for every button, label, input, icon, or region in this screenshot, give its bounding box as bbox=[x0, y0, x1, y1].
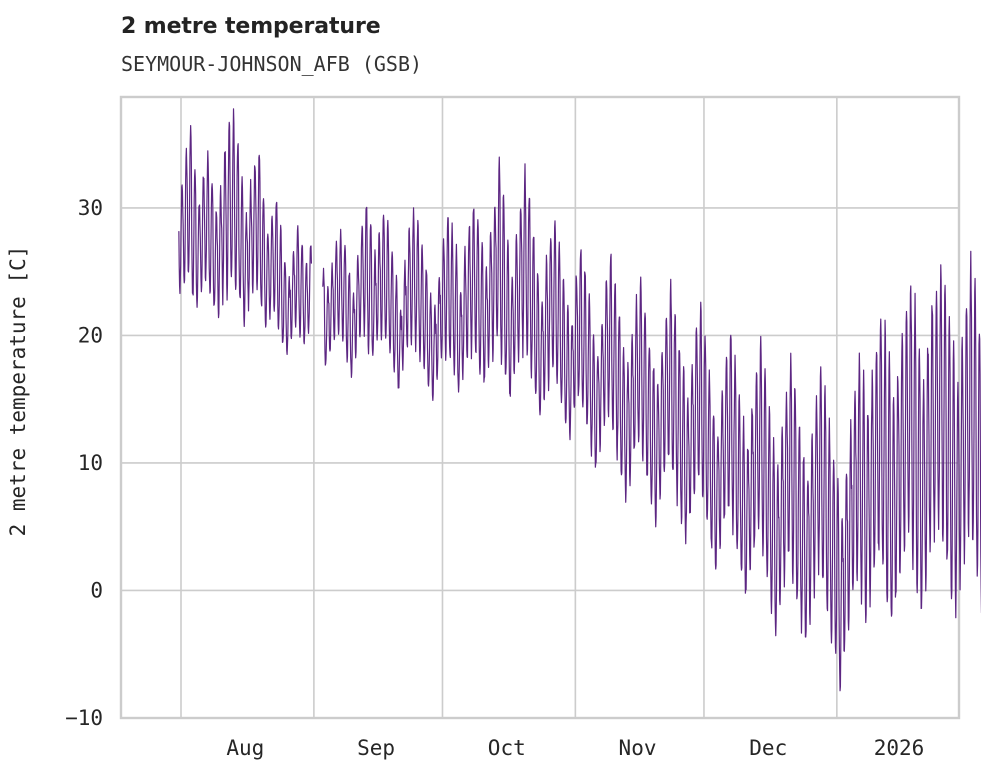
y-tick-label: 20 bbox=[78, 323, 103, 347]
x-tick-label: Oct bbox=[488, 736, 526, 760]
x-tick-label: 2026 bbox=[874, 736, 925, 760]
x-tick-label: Sep bbox=[357, 736, 395, 760]
x-tick-label: Dec bbox=[749, 736, 787, 760]
y-tick-label: 10 bbox=[78, 451, 103, 475]
series-path bbox=[322, 156, 981, 692]
y-tick-label: 30 bbox=[78, 196, 103, 220]
y-axis-tick-labels: −10 0 10 20 30 bbox=[65, 196, 103, 730]
series-path bbox=[178, 108, 312, 356]
y-tick-label: 0 bbox=[90, 578, 103, 602]
x-tick-label: Nov bbox=[619, 736, 657, 760]
chart-subtitle: SEYMOUR-JOHNSON_AFB (GSB) bbox=[121, 52, 423, 76]
x-axis-tick-labels: Aug Sep Oct Nov Dec 2026 bbox=[226, 736, 924, 760]
temperature-series-line bbox=[178, 108, 981, 692]
plot-frame bbox=[119, 95, 961, 720]
y-tick-label: −10 bbox=[65, 706, 103, 730]
plot-border bbox=[119, 95, 961, 720]
x-tick-label: Aug bbox=[226, 736, 264, 760]
chart-title: 2 metre temperature bbox=[121, 14, 381, 39]
